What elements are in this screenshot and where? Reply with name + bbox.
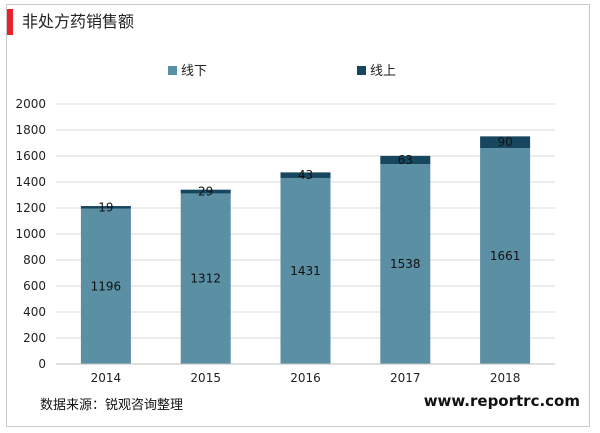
legend-swatch-online <box>357 66 366 75</box>
chart-title: 非处方药销售额 <box>22 12 135 31</box>
data-label-offline: 1312 <box>190 272 221 286</box>
bar-offline-2018 <box>480 148 531 364</box>
bar-online-2017 <box>380 155 431 165</box>
bar-offline-2014 <box>80 208 131 364</box>
legend: 线下 线上 <box>168 64 396 79</box>
data-source-note: 数据来源：锐观咨询整理 <box>40 398 184 413</box>
y-axis: 0 200 400 600 800 1000 1200 1400 1600 1800 2000 <box>15 97 46 371</box>
y-tick-label: 0 <box>38 357 46 371</box>
y-tick-label: 1800 <box>15 123 46 137</box>
x-axis: 2014 2015 2016 2017 2018 <box>56 363 555 385</box>
x-tick-label: 2018 <box>490 371 521 385</box>
x-tick-label: 2014 <box>91 371 122 385</box>
legend-swatch-offline <box>168 66 177 75</box>
bar-offline-2016 <box>280 177 331 364</box>
bar-online-2016 <box>280 172 331 178</box>
y-tick-label: 800 <box>23 253 46 267</box>
data-label-online: 19 <box>98 200 113 214</box>
data-label-offline: 1661 <box>490 249 521 263</box>
bars: 1196 19 1312 29 1431 43 1538 63 1661 90 <box>80 135 531 364</box>
title-accent-bar <box>7 9 13 35</box>
y-tick-label: 1600 <box>15 149 46 163</box>
y-tick-label: 400 <box>23 305 46 319</box>
data-label-offline: 1196 <box>91 279 122 293</box>
bar-offline-2015 <box>180 193 231 364</box>
bar-offline-2017 <box>380 164 431 364</box>
data-label-online: 90 <box>497 135 512 149</box>
y-tick-label: 1400 <box>15 175 46 189</box>
legend-label-offline: 线下 <box>181 64 207 79</box>
y-tick-label: 600 <box>23 279 46 293</box>
y-tick-label: 1000 <box>15 227 46 241</box>
bar-online-2014 <box>80 206 131 209</box>
legend-label-online: 线上 <box>370 64 396 79</box>
y-tick-label: 1200 <box>15 201 46 215</box>
website-link[interactable]: www.reportrc.com <box>423 392 580 410</box>
data-label-offline: 1431 <box>290 264 321 278</box>
y-tick-label: 200 <box>23 331 46 345</box>
data-label-online: 63 <box>398 153 413 167</box>
data-label-online: 29 <box>198 185 213 199</box>
bar-online-2015 <box>180 189 231 194</box>
y-tick-label: 2000 <box>15 97 46 111</box>
x-tick-label: 2015 <box>190 371 221 385</box>
data-label-offline: 1538 <box>390 257 421 271</box>
x-tick-label: 2016 <box>290 371 321 385</box>
data-label-online: 43 <box>298 168 313 182</box>
bar-online-2018 <box>480 136 531 149</box>
x-tick-label: 2017 <box>390 371 421 385</box>
